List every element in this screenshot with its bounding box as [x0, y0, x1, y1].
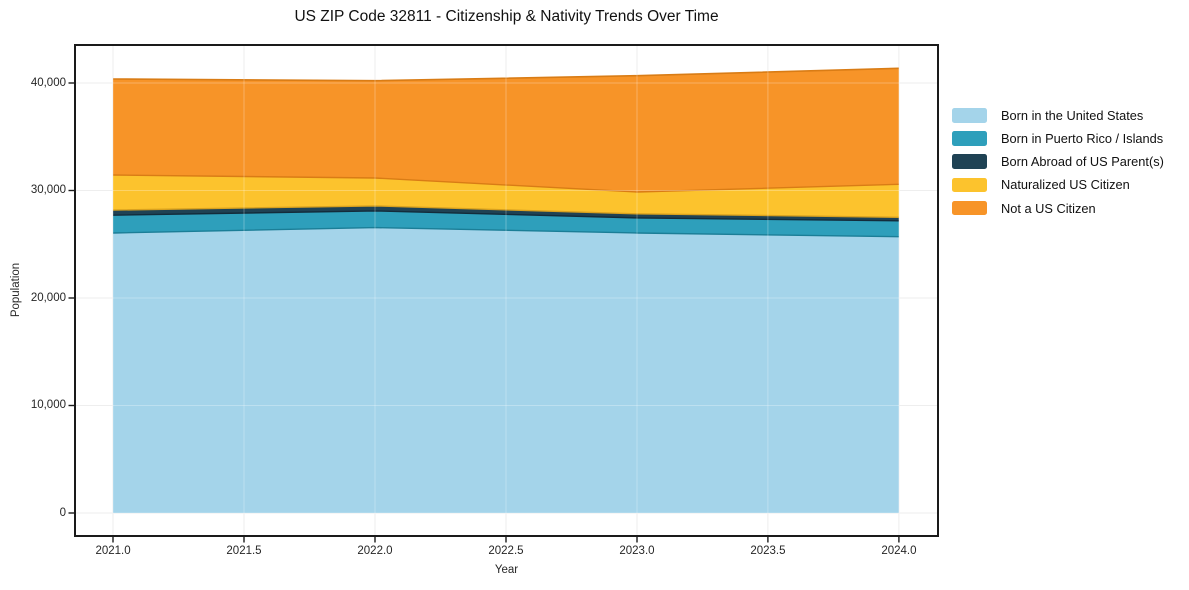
legend-swatch-icon	[952, 108, 987, 123]
x-tick-label: 2022.0	[357, 545, 393, 557]
area-born-in-puerto-rico-islands	[113, 210, 899, 237]
legend-item-naturalized-us-citizen: Naturalized US Citizen	[952, 177, 1164, 193]
plot-area	[68, 44, 939, 543]
series-edge	[112, 67, 899, 82]
legend-item-born-abroad-of-us-parent-s: Born Abroad of US Parent(s)	[952, 154, 1164, 169]
series-edge	[112, 226, 899, 238]
chart-title: US ZIP Code 32811 - Citizenship & Nativi…	[294, 8, 719, 25]
area-born-abroad-of-us-parent-s	[113, 205, 899, 221]
legend-swatch-icon	[952, 131, 987, 146]
legend-label: Born in the United States	[1001, 107, 1144, 123]
legend-label: Born Abroad of US Parent(s)	[1001, 154, 1164, 170]
x-tick-label: 2022.5	[488, 545, 524, 557]
x-tick-label: 2021.0	[95, 545, 131, 557]
y-tick-label: 40,000	[30, 77, 66, 89]
legend-label: Not a US Citizen	[1001, 200, 1096, 216]
legend: Born in the United States Born in Puerto …	[952, 108, 1164, 224]
x-axis-ticks: 2021.0 2021.5 2022.0 2022.5 2023.0 2023.5 2024…	[74, 545, 939, 559]
legend-item-born-in-puerto-rico-islands: Born in Puerto Rico / Islands	[952, 131, 1164, 146]
legend-swatch-icon	[952, 154, 987, 169]
stacked-area-chart	[68, 44, 939, 543]
legend-label: Naturalized US Citizen	[1001, 177, 1130, 193]
x-tick-label: 2024.0	[881, 545, 917, 557]
y-tick-label: 10,000	[30, 399, 66, 412]
y-tick-label: 30,000	[30, 184, 66, 197]
x-axis-label: Year	[494, 564, 519, 576]
x-tick-label: 2021.5	[226, 545, 262, 557]
legend-label: Born in Puerto Rico / Islands	[1001, 130, 1164, 146]
legend-item-not-a-us-citizen: Not a US Citizen	[952, 201, 1164, 216]
y-tick-label: 20,000	[30, 291, 66, 304]
area-born-in-the-united-states	[113, 227, 899, 513]
series-edge	[112, 205, 899, 218]
x-tick-label: 2023.0	[619, 545, 655, 557]
series-edge	[112, 174, 899, 193]
legend-swatch-icon	[952, 200, 987, 216]
y-axis-ticks: 0 10,000 20,000 30,000 40,000	[0, 44, 66, 537]
series-edge	[112, 210, 899, 222]
x-tick-label: 2023.5	[750, 545, 786, 557]
area-not-a-us-citizen	[113, 68, 899, 192]
y-tick-label: 0	[59, 506, 66, 519]
legend-item-born-in-the-united-states: Born in the United States	[952, 108, 1164, 123]
plot-border	[74, 44, 939, 537]
legend-swatch-icon	[952, 177, 987, 193]
